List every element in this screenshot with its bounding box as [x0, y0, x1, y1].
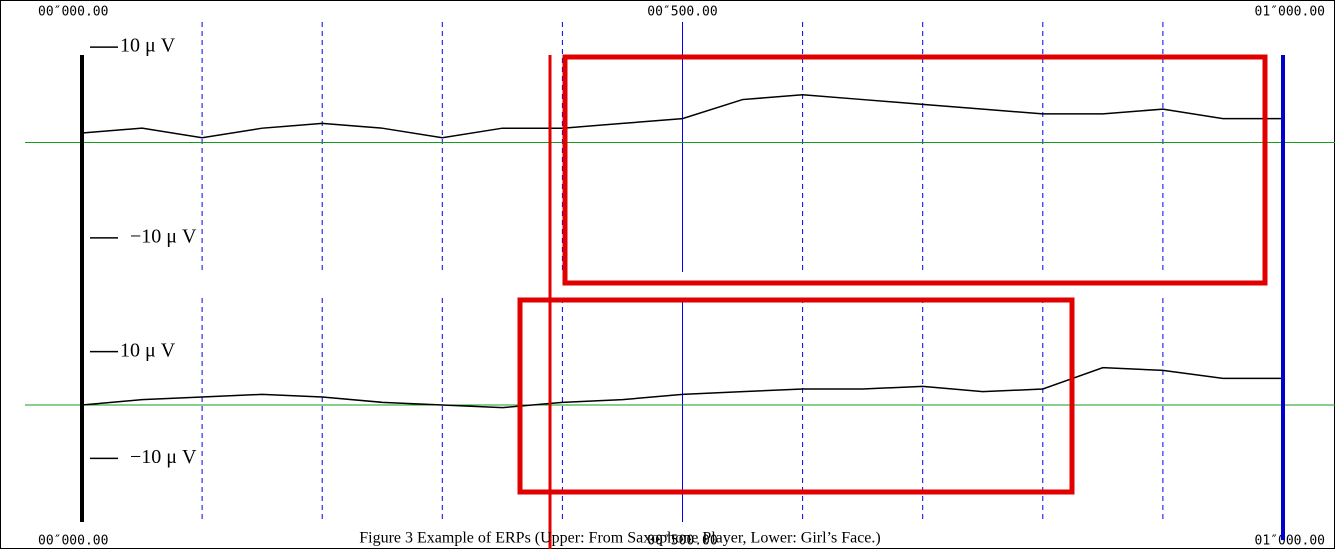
- y-tick-label: 10 μ V: [120, 339, 176, 361]
- erp-trace: [81, 94, 1283, 139]
- x-tick-label: 01″000.00: [1255, 534, 1325, 549]
- x-tick-label: 01″000.00: [1255, 5, 1325, 20]
- erp-trace: [81, 366, 1283, 409]
- y-tick-label: 10 μ V: [120, 35, 176, 57]
- y-tick-label: −10 μ V: [130, 446, 197, 468]
- plot-area: 00″000.00 00″500.00 01″000.00 10 μ V −10 μ V…: [25, 5, 1335, 549]
- x-tick-label: 00″500.00: [647, 5, 717, 20]
- x-tick-label: 00″500.00: [647, 534, 717, 549]
- x-tick-label: 00″000.00: [38, 5, 108, 20]
- highlight-box: [517, 297, 1075, 495]
- caption: Figure 3 Example of ERPs (Upper: From Sa…: [359, 530, 880, 547]
- x-tick-label: 00″000.00: [38, 534, 108, 549]
- highlight-box: [562, 54, 1268, 286]
- y-tick-label: −10 μ V: [130, 226, 197, 248]
